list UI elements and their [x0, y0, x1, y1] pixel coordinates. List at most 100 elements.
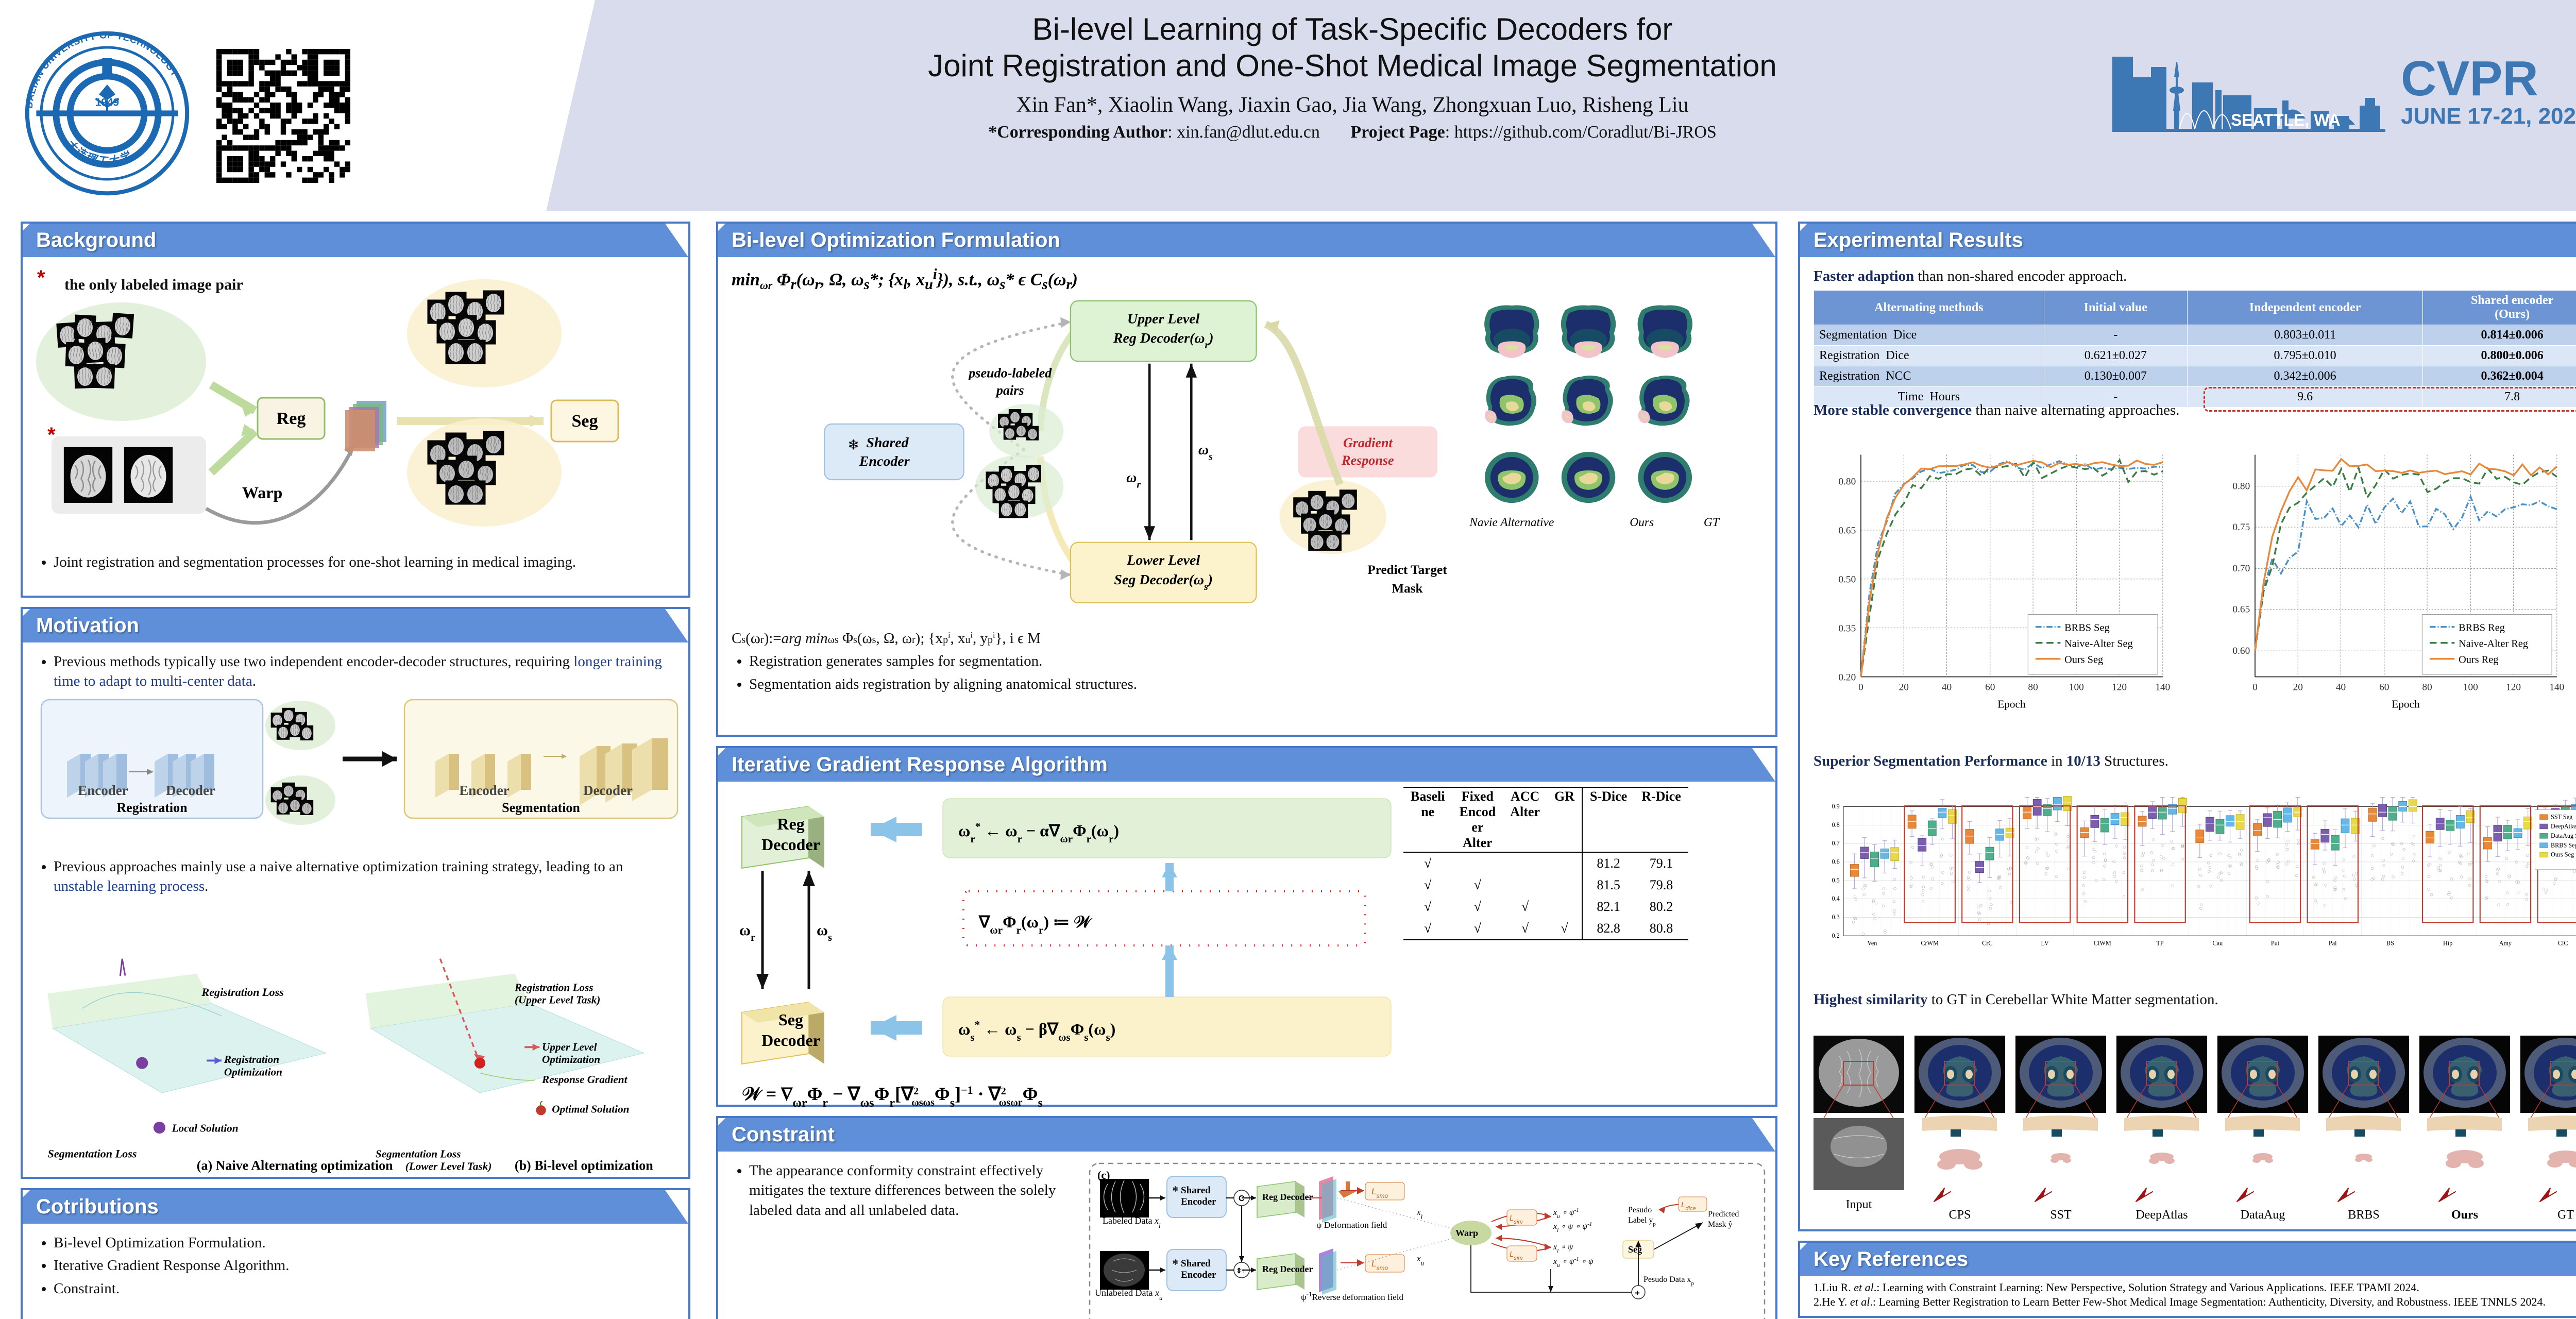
svg-text:60: 60: [2379, 682, 2389, 692]
svg-text:Pesudo Data xp: Pesudo Data xp: [1643, 1275, 1694, 1287]
svg-text:Ours: Ours: [2451, 1208, 2478, 1222]
svg-text:(Upper Level Task): (Upper Level Task): [515, 994, 600, 1006]
svg-text:Local Solution: Local Solution: [172, 1122, 239, 1134]
svg-text:Decoder: Decoder: [166, 783, 215, 798]
svg-text:Registration: Registration: [116, 800, 188, 815]
svg-text:Upper Level: Upper Level: [542, 1041, 597, 1053]
svg-text:Registration: Registration: [224, 1053, 279, 1066]
svg-text:DataAug: DataAug: [2241, 1208, 2285, 1222]
svg-text:Registration Loss: Registration Loss: [514, 981, 594, 993]
svg-text:ωs: ωs: [817, 922, 832, 943]
svg-text:TP: TP: [2156, 939, 2163, 946]
svg-text:DataAug Seg: DataAug Seg: [2551, 832, 2576, 839]
svg-text:80: 80: [2028, 682, 2038, 692]
svg-text:LV: LV: [2041, 939, 2049, 946]
svg-text:Seg: Seg: [778, 1010, 803, 1029]
svg-text:0.75: 0.75: [2232, 521, 2250, 532]
svg-text:Optimization: Optimization: [224, 1066, 282, 1078]
svg-text:Optimization: Optimization: [542, 1053, 600, 1066]
svg-text:xl: xl: [1416, 1207, 1423, 1221]
svg-text:Label yp: Label yp: [1628, 1216, 1656, 1227]
svg-text:pairs: pairs: [995, 383, 1024, 398]
svg-text:0.7: 0.7: [1832, 840, 1839, 847]
svg-text:60: 60: [1985, 682, 1995, 692]
svg-text:❄: ❄: [1172, 1258, 1179, 1267]
svg-text:0.20: 0.20: [1838, 672, 1856, 683]
svg-text:BRBS: BRBS: [2348, 1208, 2379, 1222]
svg-text:0.9: 0.9: [1832, 803, 1839, 810]
svg-text:CVPR: CVPR: [2401, 51, 2538, 106]
svg-text:Seg: Seg: [572, 412, 598, 431]
svg-text:Decoder: Decoder: [583, 783, 633, 798]
svg-text:0.65: 0.65: [2232, 604, 2250, 615]
svg-text:0.5: 0.5: [1832, 876, 1839, 884]
svg-text:pseudo-labeled: pseudo-labeled: [968, 366, 1052, 381]
svg-text:*: *: [37, 266, 45, 289]
svg-text:Shared: Shared: [1181, 1185, 1211, 1196]
svg-text:0.4: 0.4: [1832, 895, 1839, 902]
svg-text:Encoder: Encoder: [859, 453, 910, 469]
svg-text:100: 100: [2069, 682, 2084, 692]
svg-text:Predicted: Predicted: [1708, 1210, 1739, 1219]
svg-text:CPS: CPS: [1949, 1208, 1971, 1222]
svg-text:40: 40: [2336, 682, 2346, 692]
svg-text:0.50: 0.50: [1838, 574, 1856, 585]
svg-text:JUNE 17-21, 2024: JUNE 17-21, 2024: [2401, 104, 2576, 129]
svg-text:Input: Input: [1846, 1198, 1872, 1211]
svg-text:Mask ŷ: Mask ŷ: [1708, 1220, 1733, 1229]
svg-text:Epoch: Epoch: [2392, 698, 2420, 710]
svg-text:Registration Loss: Registration Loss: [201, 986, 283, 999]
svg-text:Epoch: Epoch: [1997, 698, 2026, 710]
svg-text:120: 120: [2506, 682, 2521, 692]
svg-text:Segmentation: Segmentation: [502, 800, 580, 815]
svg-text:Encoder: Encoder: [1181, 1196, 1216, 1207]
svg-text:*: *: [47, 424, 56, 446]
svg-text:BRBS Reg: BRBS Reg: [2459, 622, 2505, 633]
svg-text:Hip: Hip: [2443, 939, 2452, 946]
svg-text:DeepAtlas: DeepAtlas: [2136, 1208, 2188, 1222]
svg-text:xl ∘ ψ: xl ∘ ψ: [1553, 1243, 1573, 1254]
svg-text:SEATTLE, WA: SEATTLE, WA: [2231, 111, 2341, 129]
svg-text:GT: GT: [2557, 1208, 2574, 1222]
svg-text:Pesudo: Pesudo: [1628, 1206, 1652, 1214]
svg-text:Reg Decoder: Reg Decoder: [1262, 1192, 1313, 1202]
svg-text:Predict Target: Predict Target: [1367, 563, 1447, 577]
svg-text:(Lower Level Task): (Lower Level Task): [405, 1160, 492, 1173]
svg-text:xl ∘ ψ ∘ ψ-1: xl ∘ ψ ∘ ψ-1: [1553, 1221, 1592, 1233]
svg-text:20: 20: [1899, 682, 1909, 692]
svg-text:Response Gradient: Response Gradient: [541, 1073, 628, 1086]
svg-text:❄: ❄: [1172, 1185, 1179, 1194]
svg-text:SST: SST: [2050, 1208, 2072, 1222]
svg-text:CrC: CrC: [1982, 939, 1992, 946]
svg-text:Encoder: Encoder: [78, 783, 128, 798]
svg-text:0.6: 0.6: [1832, 858, 1839, 865]
svg-text:0.70: 0.70: [2232, 563, 2250, 574]
svg-text:Reg Decoder: Reg Decoder: [1262, 1264, 1313, 1274]
svg-text:Ours: Ours: [1630, 516, 1654, 529]
svg-text:Naive-Alter Reg: Naive-Alter Reg: [2459, 638, 2528, 649]
svg-text:❄: ❄: [848, 437, 859, 453]
svg-text:ψ Deformation field: ψ Deformation field: [1316, 1220, 1387, 1230]
svg-text:ClC: ClC: [2558, 939, 2568, 946]
svg-text:BRBS Seg: BRBS Seg: [2551, 841, 2576, 849]
svg-text:Ven: Ven: [1867, 939, 1877, 946]
svg-text:Reg: Reg: [277, 409, 306, 428]
svg-text:Ours Seg: Ours Seg: [2064, 654, 2103, 665]
svg-text:xu: xu: [1416, 1254, 1425, 1267]
svg-text:100: 100: [2463, 682, 2478, 692]
svg-text:(a) Naive Alternating optimiz: (a) Naive Alternating optimization: [197, 1158, 393, 1173]
svg-text:Unlabeled Data xu: Unlabeled Data xu: [1095, 1288, 1163, 1301]
svg-text:Lower Level: Lower Level: [1126, 552, 1200, 568]
svg-text:Cau: Cau: [2212, 939, 2223, 946]
svg-text:Mask: Mask: [1392, 582, 1422, 596]
svg-text:ψ-1Reverse deformation field: ψ-1Reverse deformation field: [1301, 1290, 1403, 1303]
svg-text:0.60: 0.60: [2232, 646, 2250, 656]
svg-text:Reg: Reg: [777, 815, 804, 833]
svg-text:xu ∘ ψ-1: xu ∘ ψ-1: [1553, 1207, 1579, 1220]
svg-text:ωr: ωr: [739, 922, 755, 943]
svg-text:0.2: 0.2: [1832, 932, 1839, 939]
svg-text:+: +: [1635, 1288, 1640, 1298]
svg-text:0: 0: [1858, 682, 1863, 692]
svg-text:0.65: 0.65: [1838, 525, 1856, 536]
svg-text:BRBS Seg: BRBS Seg: [2064, 622, 2110, 633]
